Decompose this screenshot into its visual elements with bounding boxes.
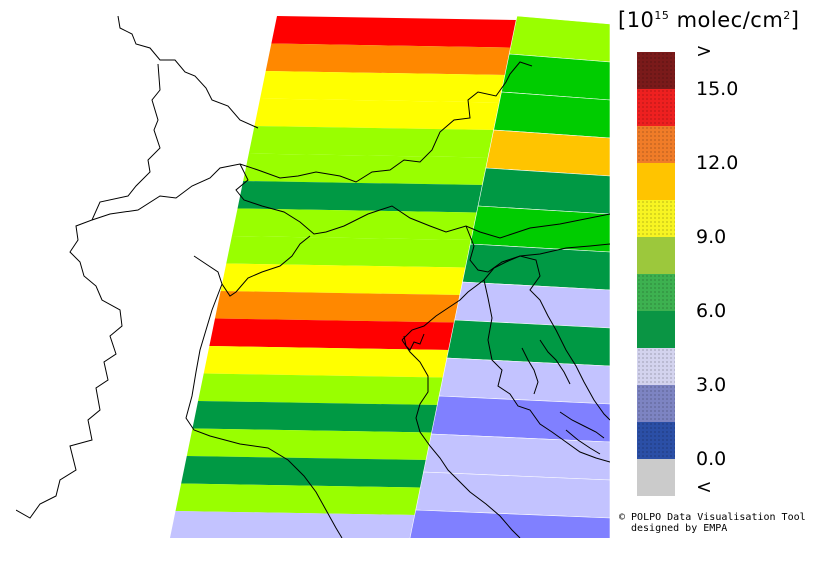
legend-swatch — [637, 89, 675, 126]
legend-tick-12: 12.0 — [696, 152, 739, 174]
coastlines-borders — [16, 16, 610, 538]
legend-swatch — [637, 163, 675, 200]
swath-pixel-row — [260, 71, 506, 103]
legend-tick-0: 0.0 — [696, 448, 727, 470]
legend-swatch — [637, 274, 675, 311]
swath-pixel-row — [192, 401, 439, 433]
legend-swatch — [637, 126, 675, 163]
swath-pixel-row — [271, 16, 517, 48]
legend-swatch — [637, 52, 675, 89]
legend-swatch — [637, 311, 675, 348]
swath-pixel-row — [175, 483, 422, 515]
swath-pixel-row — [423, 433, 610, 481]
swath-pixel-row — [508, 16, 610, 63]
croatian-islands-2 — [539, 339, 571, 385]
legend-swatch — [637, 385, 675, 422]
swath-pixel-row — [430, 395, 610, 443]
swath-pixel-row — [493, 91, 610, 139]
swath-pixel-row — [169, 511, 416, 538]
france-border-north — [117, 16, 259, 129]
east-swath-band — [409, 16, 610, 538]
swath-pixel-row — [454, 281, 610, 329]
italy-adriatic-coast — [401, 279, 610, 463]
legend-tick-6: 6.0 — [696, 300, 727, 322]
legend-unit-label: [1015 molec/cm2] — [618, 8, 800, 32]
france-border-west — [16, 63, 161, 519]
credit-line-2: designed by EMPA — [631, 523, 728, 534]
legend-tick-above: > — [696, 40, 712, 62]
swath-pixel-row — [462, 243, 610, 291]
swath-pixel-row — [237, 181, 484, 213]
swath-pixel-row — [469, 205, 610, 253]
slovenia-border — [465, 225, 610, 273]
legend-tick-9: 9.0 — [696, 226, 727, 248]
swath-pixel-row — [415, 471, 610, 519]
swath-pixel-row — [409, 509, 610, 538]
swath-pixel-row — [501, 53, 610, 101]
italy-west-border — [193, 235, 311, 297]
swath-pixel-row — [203, 346, 450, 378]
croatian-islands-4 — [565, 429, 601, 455]
alps-border — [235, 163, 610, 239]
po-delta-coast — [401, 339, 521, 538]
swath-pixel-row — [186, 428, 433, 460]
legend-swatch — [637, 237, 675, 274]
istria-croatia-coast — [483, 255, 610, 421]
swath-pixel-row — [181, 456, 427, 488]
west-swath-band — [169, 16, 517, 538]
swath-pixel-row — [477, 167, 610, 215]
swath-pixel-row — [485, 129, 610, 177]
legend-swatch — [637, 200, 675, 237]
swath-pixel-row — [220, 263, 467, 295]
switzerland-border — [91, 61, 533, 221]
legend-tick-3: 3.0 — [696, 374, 727, 396]
swath-pixel-row — [438, 357, 610, 405]
swath-pixel-row — [243, 153, 489, 185]
swath-pixel-row — [254, 98, 501, 130]
swath-pixel-row — [198, 373, 444, 405]
venice-lagoon — [403, 333, 425, 351]
swath-pixel-row — [248, 126, 495, 158]
croatian-islands-1 — [521, 347, 539, 395]
swath-pixel-row — [226, 236, 472, 268]
croatian-islands-3 — [559, 411, 605, 439]
credit-line-1: © POLPO Data Visualisation Tool — [619, 512, 806, 523]
legend-swatch — [637, 422, 675, 459]
legend-tick-15: 15.0 — [696, 78, 739, 100]
legend-swatch — [637, 348, 675, 385]
legend-swatch — [637, 459, 675, 496]
swath-pixel-row — [209, 318, 455, 350]
italy-east-coast — [185, 283, 343, 538]
legend-tick-below: < — [696, 476, 712, 498]
swath-pixel-row — [214, 291, 461, 323]
swath-pixel-row — [231, 208, 478, 240]
swath-pixel-row — [265, 43, 512, 75]
